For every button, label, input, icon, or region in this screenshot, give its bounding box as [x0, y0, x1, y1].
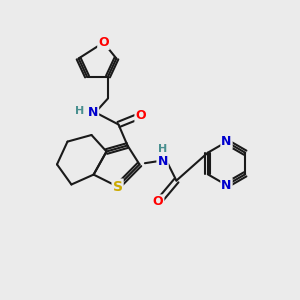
Text: O: O: [98, 36, 109, 49]
Text: N: N: [158, 155, 168, 168]
Text: N: N: [88, 106, 98, 119]
Text: H: H: [158, 143, 167, 154]
Text: O: O: [153, 195, 164, 208]
Text: H: H: [76, 106, 85, 116]
Text: O: O: [135, 109, 146, 122]
Text: N: N: [221, 135, 232, 148]
Text: N: N: [221, 178, 232, 192]
Text: S: S: [112, 180, 123, 194]
